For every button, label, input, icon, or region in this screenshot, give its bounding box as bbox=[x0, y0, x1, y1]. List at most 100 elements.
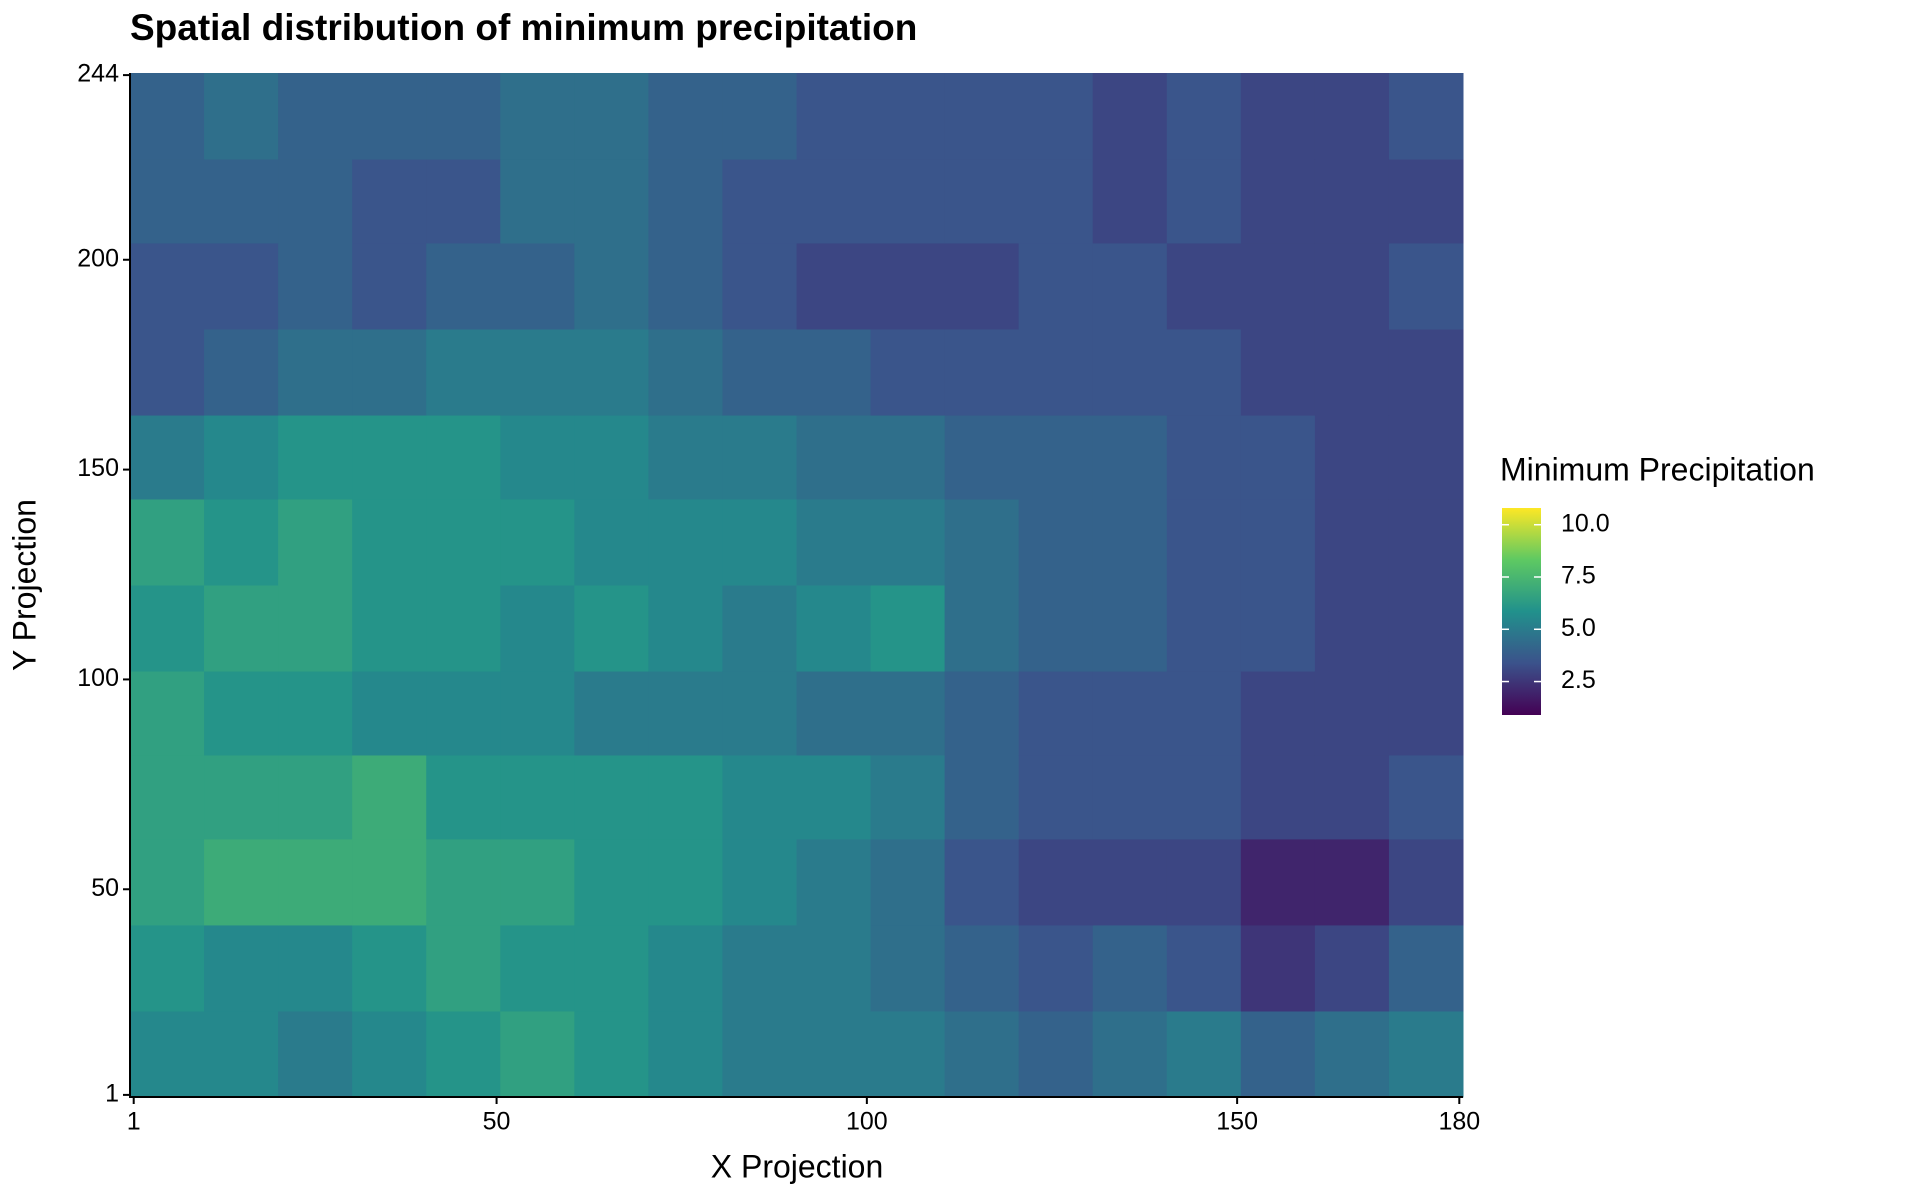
heat-cell bbox=[870, 498, 946, 586]
heat-cell bbox=[204, 159, 279, 244]
y-tick-label: 200 bbox=[77, 244, 119, 272]
heat-cell bbox=[574, 159, 649, 244]
heat-cell bbox=[648, 415, 723, 500]
heat-cell bbox=[1166, 1010, 1242, 1098]
heat-cell bbox=[1092, 498, 1168, 586]
heat-cell bbox=[130, 1010, 205, 1098]
heat-cell bbox=[204, 585, 279, 672]
heat-cell bbox=[944, 415, 1020, 500]
heat-cell bbox=[426, 585, 501, 672]
heat-cell bbox=[796, 159, 872, 244]
heat-cell bbox=[1092, 671, 1168, 756]
heat-cell bbox=[204, 73, 279, 160]
heat-cell bbox=[1314, 242, 1390, 330]
x-axis-title: X Projection bbox=[711, 1148, 884, 1184]
heat-cell bbox=[1018, 838, 1094, 926]
heat-cell bbox=[1018, 671, 1094, 756]
heat-cell bbox=[204, 924, 279, 1012]
heat-cell bbox=[722, 159, 797, 244]
heat-cell bbox=[278, 73, 353, 160]
heat-cell bbox=[500, 1010, 575, 1098]
heat-cell bbox=[278, 754, 353, 840]
heat-cell bbox=[1240, 671, 1316, 756]
heat-cell bbox=[278, 585, 353, 672]
heat-cell bbox=[1166, 242, 1242, 330]
x-tick-label: 150 bbox=[1216, 1108, 1258, 1136]
heat-cell bbox=[648, 329, 723, 416]
heat-cell bbox=[1388, 242, 1464, 330]
heat-cell bbox=[796, 242, 872, 330]
heat-cell bbox=[722, 498, 797, 586]
colorbar bbox=[1502, 508, 1541, 715]
heat-cell bbox=[944, 838, 1020, 926]
heat-cell bbox=[1314, 415, 1390, 500]
heat-cell bbox=[278, 838, 353, 926]
heat-cell bbox=[352, 73, 427, 160]
heat-cell bbox=[352, 1010, 427, 1098]
heat-cell bbox=[870, 73, 946, 160]
heat-cell bbox=[1166, 498, 1242, 586]
heat-cell bbox=[1240, 242, 1316, 330]
heat-cell bbox=[574, 924, 649, 1012]
heat-cell bbox=[870, 838, 946, 926]
heat-cell bbox=[1314, 585, 1390, 672]
heat-cell bbox=[500, 838, 575, 926]
heat-cell bbox=[1018, 329, 1094, 416]
heat-cell bbox=[574, 498, 649, 586]
heat-cell bbox=[500, 924, 575, 1012]
heat-cell bbox=[204, 415, 279, 500]
heat-cell bbox=[426, 73, 501, 160]
heat-cell bbox=[130, 159, 205, 244]
heat-cell bbox=[944, 585, 1020, 672]
colorbar-tick-label: 7.5 bbox=[1561, 562, 1596, 590]
heat-cell bbox=[796, 585, 872, 672]
heat-cell bbox=[1240, 73, 1316, 160]
heat-cell bbox=[130, 498, 205, 586]
heat-cell bbox=[352, 498, 427, 586]
y-tick-label: 100 bbox=[77, 664, 119, 692]
heat-cell bbox=[1388, 838, 1464, 926]
heat-cell bbox=[426, 671, 501, 756]
heat-cell bbox=[870, 585, 946, 672]
heat-cell bbox=[1314, 159, 1390, 244]
heat-cell bbox=[1388, 585, 1464, 672]
heat-cell bbox=[1388, 924, 1464, 1012]
legend-title: Minimum Precipitation bbox=[1500, 451, 1815, 487]
heat-cell bbox=[426, 924, 501, 1012]
heat-cell bbox=[1092, 585, 1168, 672]
heat-cell bbox=[1388, 73, 1464, 160]
heat-cell bbox=[1092, 415, 1168, 500]
heat-cell bbox=[722, 754, 797, 840]
heat-cell bbox=[1166, 671, 1242, 756]
heat-cell bbox=[204, 671, 279, 756]
heat-cell bbox=[278, 671, 353, 756]
heat-cell bbox=[1388, 1010, 1464, 1098]
heat-cell bbox=[1092, 924, 1168, 1012]
heat-cell bbox=[1092, 838, 1168, 926]
heat-cell bbox=[1240, 1010, 1316, 1098]
heat-cell bbox=[1166, 754, 1242, 840]
heat-cell bbox=[1240, 754, 1316, 840]
heat-cell bbox=[204, 498, 279, 586]
heat-cell bbox=[1388, 415, 1464, 500]
heat-cell bbox=[722, 415, 797, 500]
heat-cell bbox=[130, 242, 205, 330]
heat-cell bbox=[648, 754, 723, 840]
heat-cell bbox=[1240, 585, 1316, 672]
heat-cell bbox=[1388, 498, 1464, 586]
heat-cell bbox=[944, 329, 1020, 416]
heat-cell bbox=[574, 838, 649, 926]
heat-cell bbox=[204, 838, 279, 926]
heat-cell bbox=[1092, 754, 1168, 840]
heat-cell bbox=[870, 924, 946, 1012]
heat-cell bbox=[574, 415, 649, 500]
heat-cell bbox=[1314, 838, 1390, 926]
heat-cell bbox=[1240, 924, 1316, 1012]
heat-cell bbox=[944, 1010, 1020, 1098]
heat-cell bbox=[352, 754, 427, 840]
heat-cell bbox=[426, 838, 501, 926]
heat-cell bbox=[500, 159, 575, 244]
heat-cell bbox=[1092, 159, 1168, 244]
heat-cell bbox=[648, 1010, 723, 1098]
